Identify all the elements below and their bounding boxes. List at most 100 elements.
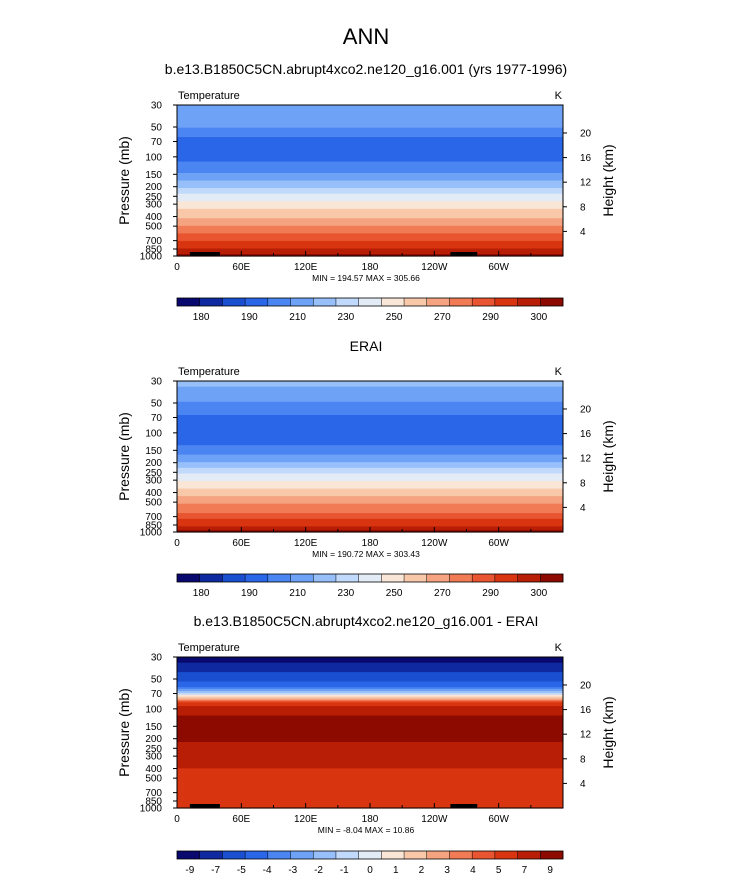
contour-band [177,110,563,114]
contour-band [177,178,563,182]
contour-band [177,430,563,433]
y-tick-label: 250 [145,468,162,479]
y2-tick-label: 20 [580,128,592,139]
contour-band [177,783,563,786]
x-tick-label: 0 [174,262,180,273]
y2-tick-label: 4 [580,779,586,790]
contour-band [177,123,563,127]
contour-band [177,740,563,743]
min-max-label: MIN = 194.57 MAX = 305.66 [312,273,420,283]
contour-band [177,142,563,146]
contour-band [177,724,563,728]
contour-band [177,730,563,734]
contour-band [177,770,563,773]
y-tick-label: 300 [145,200,162,211]
topography-mask [205,804,215,808]
colorbar-swatch [472,851,496,859]
y-tick-label: 200 [145,458,162,469]
contour-band [177,174,563,178]
colorbar-swatch [540,851,564,859]
contour-band [177,390,563,393]
colorbar-swatch [404,574,428,582]
colorbar-swatch [540,574,564,582]
contour-band [177,772,563,775]
contour-band [177,105,563,108]
contour-band [177,184,563,187]
contour-band [177,690,563,694]
contour-band [177,225,563,229]
contour-band [177,692,563,696]
contour-band [177,471,563,475]
contour-band [177,751,563,754]
y-tick-label: 150 [145,170,162,181]
contour-band [177,721,563,724]
x-tick-label: 120E [294,814,318,825]
contour-band [177,738,563,741]
contour-band [177,392,563,395]
contour-band [177,409,563,412]
contour-band [177,511,563,514]
contour-band [177,494,563,497]
colorbar-swatch [313,574,337,582]
y2-tick-label: 20 [580,680,592,691]
y-tick-label: 1000 [140,252,163,263]
x-tick-label: 120W [421,814,448,825]
y2-tick-label: 20 [580,404,592,415]
contour-band [177,482,563,486]
contour-band [177,779,563,783]
colorbar-label: 4 [470,865,476,873]
contour-band [177,214,563,217]
contour-band [177,244,563,248]
contour-band [177,785,563,788]
contour-band [177,700,563,703]
y-tick-label: 300 [145,476,162,487]
colorbar-label: 1 [393,865,399,873]
colorbar-swatch [381,298,405,306]
contour-band [177,757,563,760]
contour-band [177,138,563,142]
contour-band [177,216,563,219]
x-tick-label: 180 [362,262,379,273]
contour-band [177,246,563,250]
contour-band [177,689,563,692]
colorbar-label: -7 [211,865,220,873]
colorbar-swatch [517,851,541,859]
colorbar-label: -3 [288,865,297,873]
y2-tick-label: 16 [580,705,592,716]
colorbar-swatch [472,574,496,582]
contour-band [177,420,563,424]
variable-label: Temperature [178,642,240,654]
topography-mask [450,804,478,808]
contour-band [177,108,563,112]
colorbar-swatch [177,851,201,859]
contour-band [177,467,563,471]
contour-band [177,443,563,446]
contour-band [177,456,563,459]
contour-band [177,445,563,448]
contour-band [177,662,563,666]
contour-band [177,505,563,509]
y-tick-label: 50 [151,674,163,685]
contour-band [177,696,563,700]
contour-band [177,488,563,492]
colorbar-label: 180 [193,588,210,599]
y2-axis-title: Height (km) [600,144,616,216]
colorbar-label: -2 [314,865,323,873]
contour-band [177,416,563,420]
contour-band [177,458,563,461]
colorbar-swatch [290,574,314,582]
colorbar-swatch [472,298,496,306]
contour-band [177,492,563,495]
contour-band [177,433,563,437]
contour-band [177,789,563,792]
y-tick-label: 70 [151,689,163,700]
colorbar-label: 2 [419,865,425,873]
colorbar-label: 5 [496,865,502,873]
contour-band [177,507,563,510]
panel-title: ERAI [350,338,383,354]
units-label: K [555,366,563,378]
contour-band [177,205,563,208]
x-tick-label: 60W [488,538,509,549]
colorbar-swatch [540,298,564,306]
